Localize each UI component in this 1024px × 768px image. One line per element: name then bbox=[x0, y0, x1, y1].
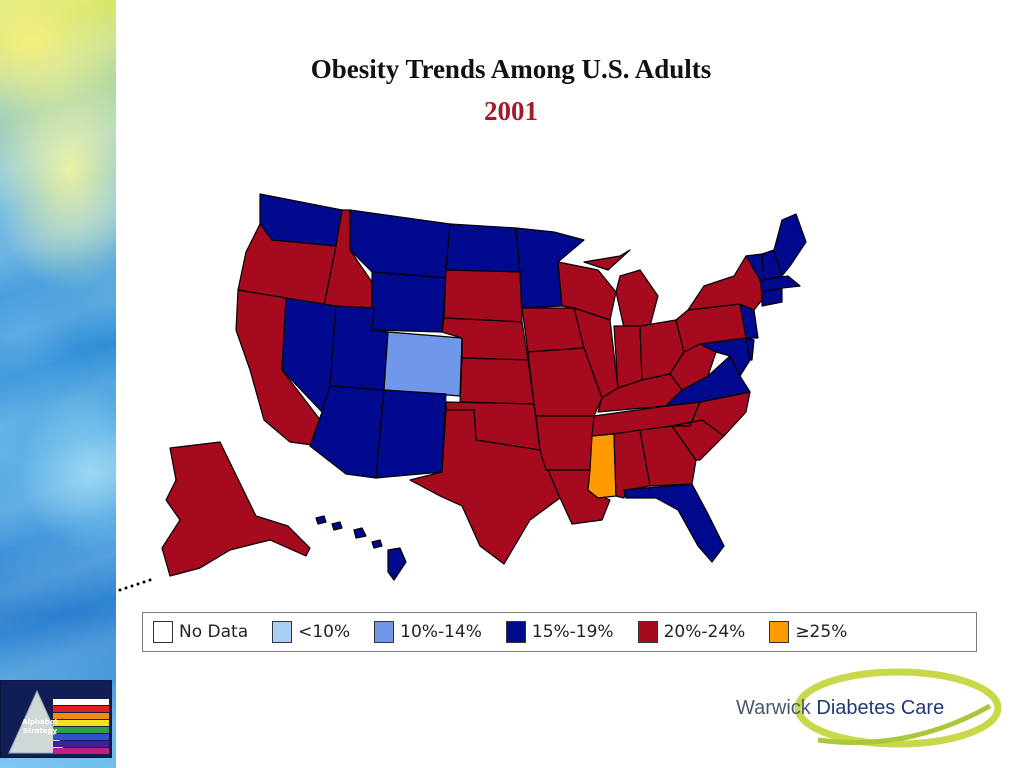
us-obesity-map bbox=[118, 193, 807, 592]
logo-word-warwick: Warwick bbox=[736, 697, 811, 719]
state-hawaii bbox=[315, 515, 407, 581]
legend-label: 10%-14% bbox=[400, 622, 482, 642]
state-alaska bbox=[161, 441, 311, 577]
decorative-side-band bbox=[0, 0, 116, 768]
legend-swatch bbox=[769, 621, 790, 643]
legend-label: 15%-19% bbox=[531, 622, 614, 642]
aleutian-islands bbox=[118, 578, 152, 592]
logo-word-diabetes-care: Diabetes Care bbox=[816, 697, 945, 719]
legend-item: 15%-19% bbox=[505, 621, 614, 643]
state-new-mexico bbox=[375, 389, 447, 479]
logo-swoosh bbox=[794, 668, 1002, 748]
pyramid-icon bbox=[8, 689, 66, 754]
alphabet-strategy-badge: Alphabet Strategy bbox=[0, 680, 112, 758]
legend-swatch bbox=[637, 621, 658, 643]
state-massachusetts bbox=[759, 275, 801, 293]
legend-label: <10% bbox=[298, 622, 351, 642]
state-florida bbox=[623, 483, 725, 563]
legend-item: 10%-14% bbox=[374, 621, 482, 643]
legend-swatch bbox=[272, 621, 293, 643]
legend-label: 20%-24% bbox=[663, 622, 746, 642]
badge-color-bars bbox=[53, 699, 109, 755]
state-montana bbox=[349, 209, 451, 279]
warwick-diabetes-care-logo: Warwick Diabetes Care bbox=[728, 666, 1004, 748]
badge-label-line2: Strategy bbox=[22, 727, 58, 735]
state-texas bbox=[409, 409, 561, 565]
badge-label: Alphabet Strategy bbox=[17, 718, 63, 736]
legend-swatch bbox=[153, 621, 173, 643]
state-south-dakota bbox=[443, 269, 523, 323]
legend: No Data <10% 10%-14% 15%-19% 20%-24% ≥25% bbox=[142, 612, 977, 652]
year-subtitle: 2001 bbox=[484, 96, 538, 126]
state-arkansas bbox=[535, 415, 595, 471]
legend-label: No Data bbox=[179, 622, 249, 642]
state-colorado bbox=[383, 331, 463, 397]
state-north-dakota bbox=[445, 223, 521, 273]
legend-label: ≥25% bbox=[795, 622, 848, 642]
state-indiana bbox=[613, 325, 643, 389]
badge-label-line1: Alphabet bbox=[22, 718, 58, 726]
legend-item: No Data bbox=[153, 621, 248, 643]
state-mississippi bbox=[587, 433, 617, 499]
page-title: Obesity Trends Among U.S. Adults bbox=[310, 54, 712, 84]
state-washington bbox=[259, 193, 343, 247]
logo-text: Warwick Diabetes Care bbox=[736, 697, 944, 720]
state-maine bbox=[773, 213, 807, 277]
state-iowa bbox=[521, 307, 585, 353]
legend-swatch bbox=[374, 621, 395, 643]
legend-item: <10% bbox=[272, 621, 350, 643]
state-wyoming bbox=[371, 271, 447, 333]
legend-item: ≥25% bbox=[769, 621, 847, 643]
state-kansas bbox=[459, 357, 535, 405]
legend-item: 20%-24% bbox=[637, 621, 746, 643]
legend-swatch bbox=[505, 621, 526, 643]
state-delaware bbox=[745, 337, 755, 361]
